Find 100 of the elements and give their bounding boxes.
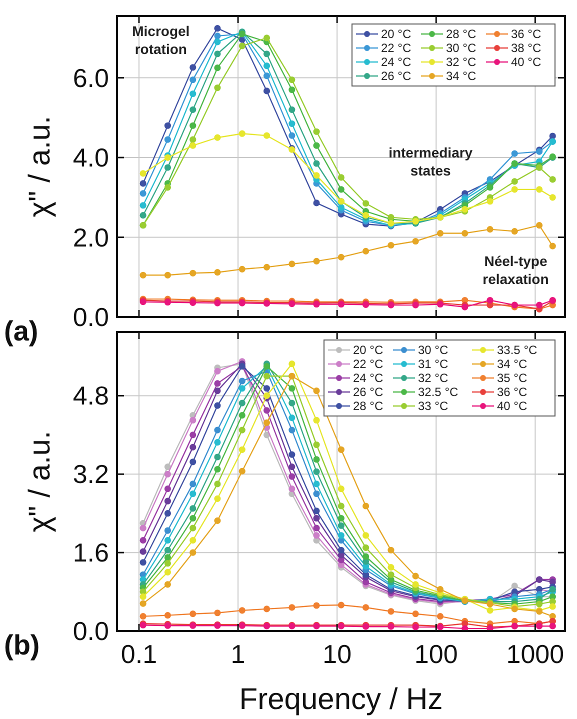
point xyxy=(214,269,221,276)
y-tick-label: 3.2 xyxy=(72,459,109,490)
point xyxy=(313,456,320,463)
point xyxy=(362,502,370,510)
x-tick-label: 100 xyxy=(414,639,458,669)
point xyxy=(263,407,270,414)
y-tick-label: 0.0 xyxy=(72,302,109,332)
point xyxy=(313,514,320,522)
y-axis-title: χ" / a.u. xyxy=(24,430,56,532)
x-tick-label: 10 xyxy=(322,639,352,669)
point xyxy=(238,130,246,137)
point xyxy=(486,296,494,304)
point xyxy=(263,34,270,42)
point xyxy=(288,132,296,139)
point xyxy=(190,490,196,498)
point xyxy=(190,524,196,532)
point xyxy=(140,212,146,219)
point xyxy=(436,586,444,593)
point xyxy=(313,508,320,514)
point xyxy=(238,266,246,272)
legend-label: 20 °C xyxy=(381,27,412,41)
point xyxy=(288,463,296,470)
legend-label: 28 °C xyxy=(353,399,384,413)
legend-label: 34 °C xyxy=(497,357,528,371)
point xyxy=(288,76,296,84)
point xyxy=(140,593,146,600)
y-axis-title: χ" / a.u. xyxy=(24,116,56,218)
point xyxy=(412,572,419,580)
point xyxy=(214,610,221,616)
legend-label: 38 °C xyxy=(511,41,542,55)
x-tick-label: 1000 xyxy=(506,639,564,669)
point xyxy=(338,204,344,211)
annotation: Néel-type relaxation xyxy=(482,252,549,287)
point xyxy=(288,106,296,113)
point xyxy=(164,272,172,278)
legend-label: 40 °C xyxy=(511,55,542,69)
point xyxy=(486,226,494,233)
point xyxy=(263,392,270,400)
point xyxy=(263,88,270,94)
point xyxy=(338,446,344,453)
point xyxy=(536,186,543,193)
point xyxy=(164,184,172,191)
point xyxy=(238,400,246,406)
point xyxy=(511,186,518,193)
point xyxy=(263,50,270,58)
point xyxy=(313,200,320,206)
point xyxy=(238,607,246,614)
point xyxy=(263,606,270,612)
legend-label: 40 °C xyxy=(497,399,528,413)
point xyxy=(140,170,146,177)
point xyxy=(190,610,196,618)
legend-label: 22 °C xyxy=(381,41,412,55)
point xyxy=(338,486,344,492)
point xyxy=(288,473,296,480)
point xyxy=(388,608,394,615)
annotation: Microgel rotation xyxy=(132,22,190,57)
point xyxy=(238,426,246,434)
point xyxy=(511,150,518,157)
point xyxy=(338,532,344,539)
point xyxy=(313,468,320,475)
point xyxy=(140,612,146,620)
point xyxy=(313,142,320,149)
legend-label: 33.5 °C xyxy=(497,343,538,357)
point xyxy=(511,228,518,235)
legend-label: 32 °C xyxy=(418,371,448,385)
point xyxy=(140,559,146,566)
point xyxy=(288,414,296,422)
point xyxy=(462,230,468,237)
legend-label: 31 °C xyxy=(418,357,448,371)
point xyxy=(140,180,146,187)
legend-label: 33 °C xyxy=(418,399,448,413)
y-tick-label: 6.0 xyxy=(72,62,109,93)
point xyxy=(214,495,221,502)
legend-label: 35 °C xyxy=(497,371,528,385)
point xyxy=(288,385,296,392)
point xyxy=(214,50,221,58)
point xyxy=(362,553,370,560)
point xyxy=(338,546,344,554)
point xyxy=(190,505,196,512)
y-tick-label: 1.6 xyxy=(72,538,109,568)
point xyxy=(362,604,370,611)
point xyxy=(536,600,543,608)
point xyxy=(338,602,344,608)
legend-label: 20 °C xyxy=(353,343,384,357)
point xyxy=(164,554,172,561)
point xyxy=(190,537,196,544)
point xyxy=(164,136,172,143)
point xyxy=(536,302,543,308)
point xyxy=(313,602,320,609)
legend-label: 36 °C xyxy=(497,385,528,399)
y-tick-label: 4.0 xyxy=(72,142,109,173)
point xyxy=(190,549,196,556)
point xyxy=(238,412,246,419)
point xyxy=(486,607,494,614)
point xyxy=(214,438,221,446)
point xyxy=(140,202,146,209)
point xyxy=(313,532,320,539)
point xyxy=(288,426,296,434)
legend-label: 34 °C xyxy=(446,69,476,83)
legend-label: 32 °C xyxy=(446,55,476,69)
